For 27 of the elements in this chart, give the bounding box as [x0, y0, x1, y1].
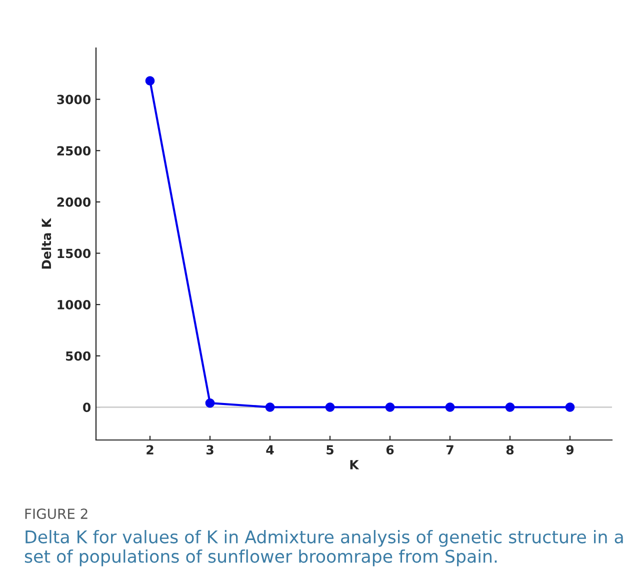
point	[145, 76, 155, 86]
x-axis-title: K	[350, 460, 360, 470]
x-tick-label: 5	[326, 445, 334, 455]
caption: FIGURE 2	[25, 508, 88, 520]
y-tick-label: 0	[83, 402, 91, 412]
point	[385, 402, 395, 412]
x-tick-label: 7	[446, 445, 454, 454]
text: Delta K for values of K in Admixture analysis of genetic structure in a set of populations of sunflower broomrape from Spain.	[24, 530, 623, 566]
y-tick-label: 3000	[57, 94, 91, 104]
point	[505, 402, 515, 412]
y-tick-label: 2000	[57, 197, 91, 207]
x-tick-label: 2	[146, 445, 154, 454]
point	[565, 402, 575, 412]
x-tick-label: 8	[506, 445, 514, 455]
point	[205, 398, 215, 408]
point	[325, 402, 335, 412]
x-tick-label: 4	[266, 445, 274, 454]
y-tick-label: 1000	[58, 300, 91, 310]
y-tick-label: 500	[66, 351, 91, 361]
point	[445, 402, 455, 412]
point	[265, 402, 275, 412]
y-tick-label: 2500	[57, 146, 91, 156]
x-tick-label: 3	[206, 445, 214, 455]
y-axis-title: Delta K	[41, 218, 52, 269]
x-tick-label: 6	[386, 445, 394, 455]
x-tick-label: 9	[566, 445, 574, 455]
y-tick-label: 1500	[58, 248, 91, 258]
